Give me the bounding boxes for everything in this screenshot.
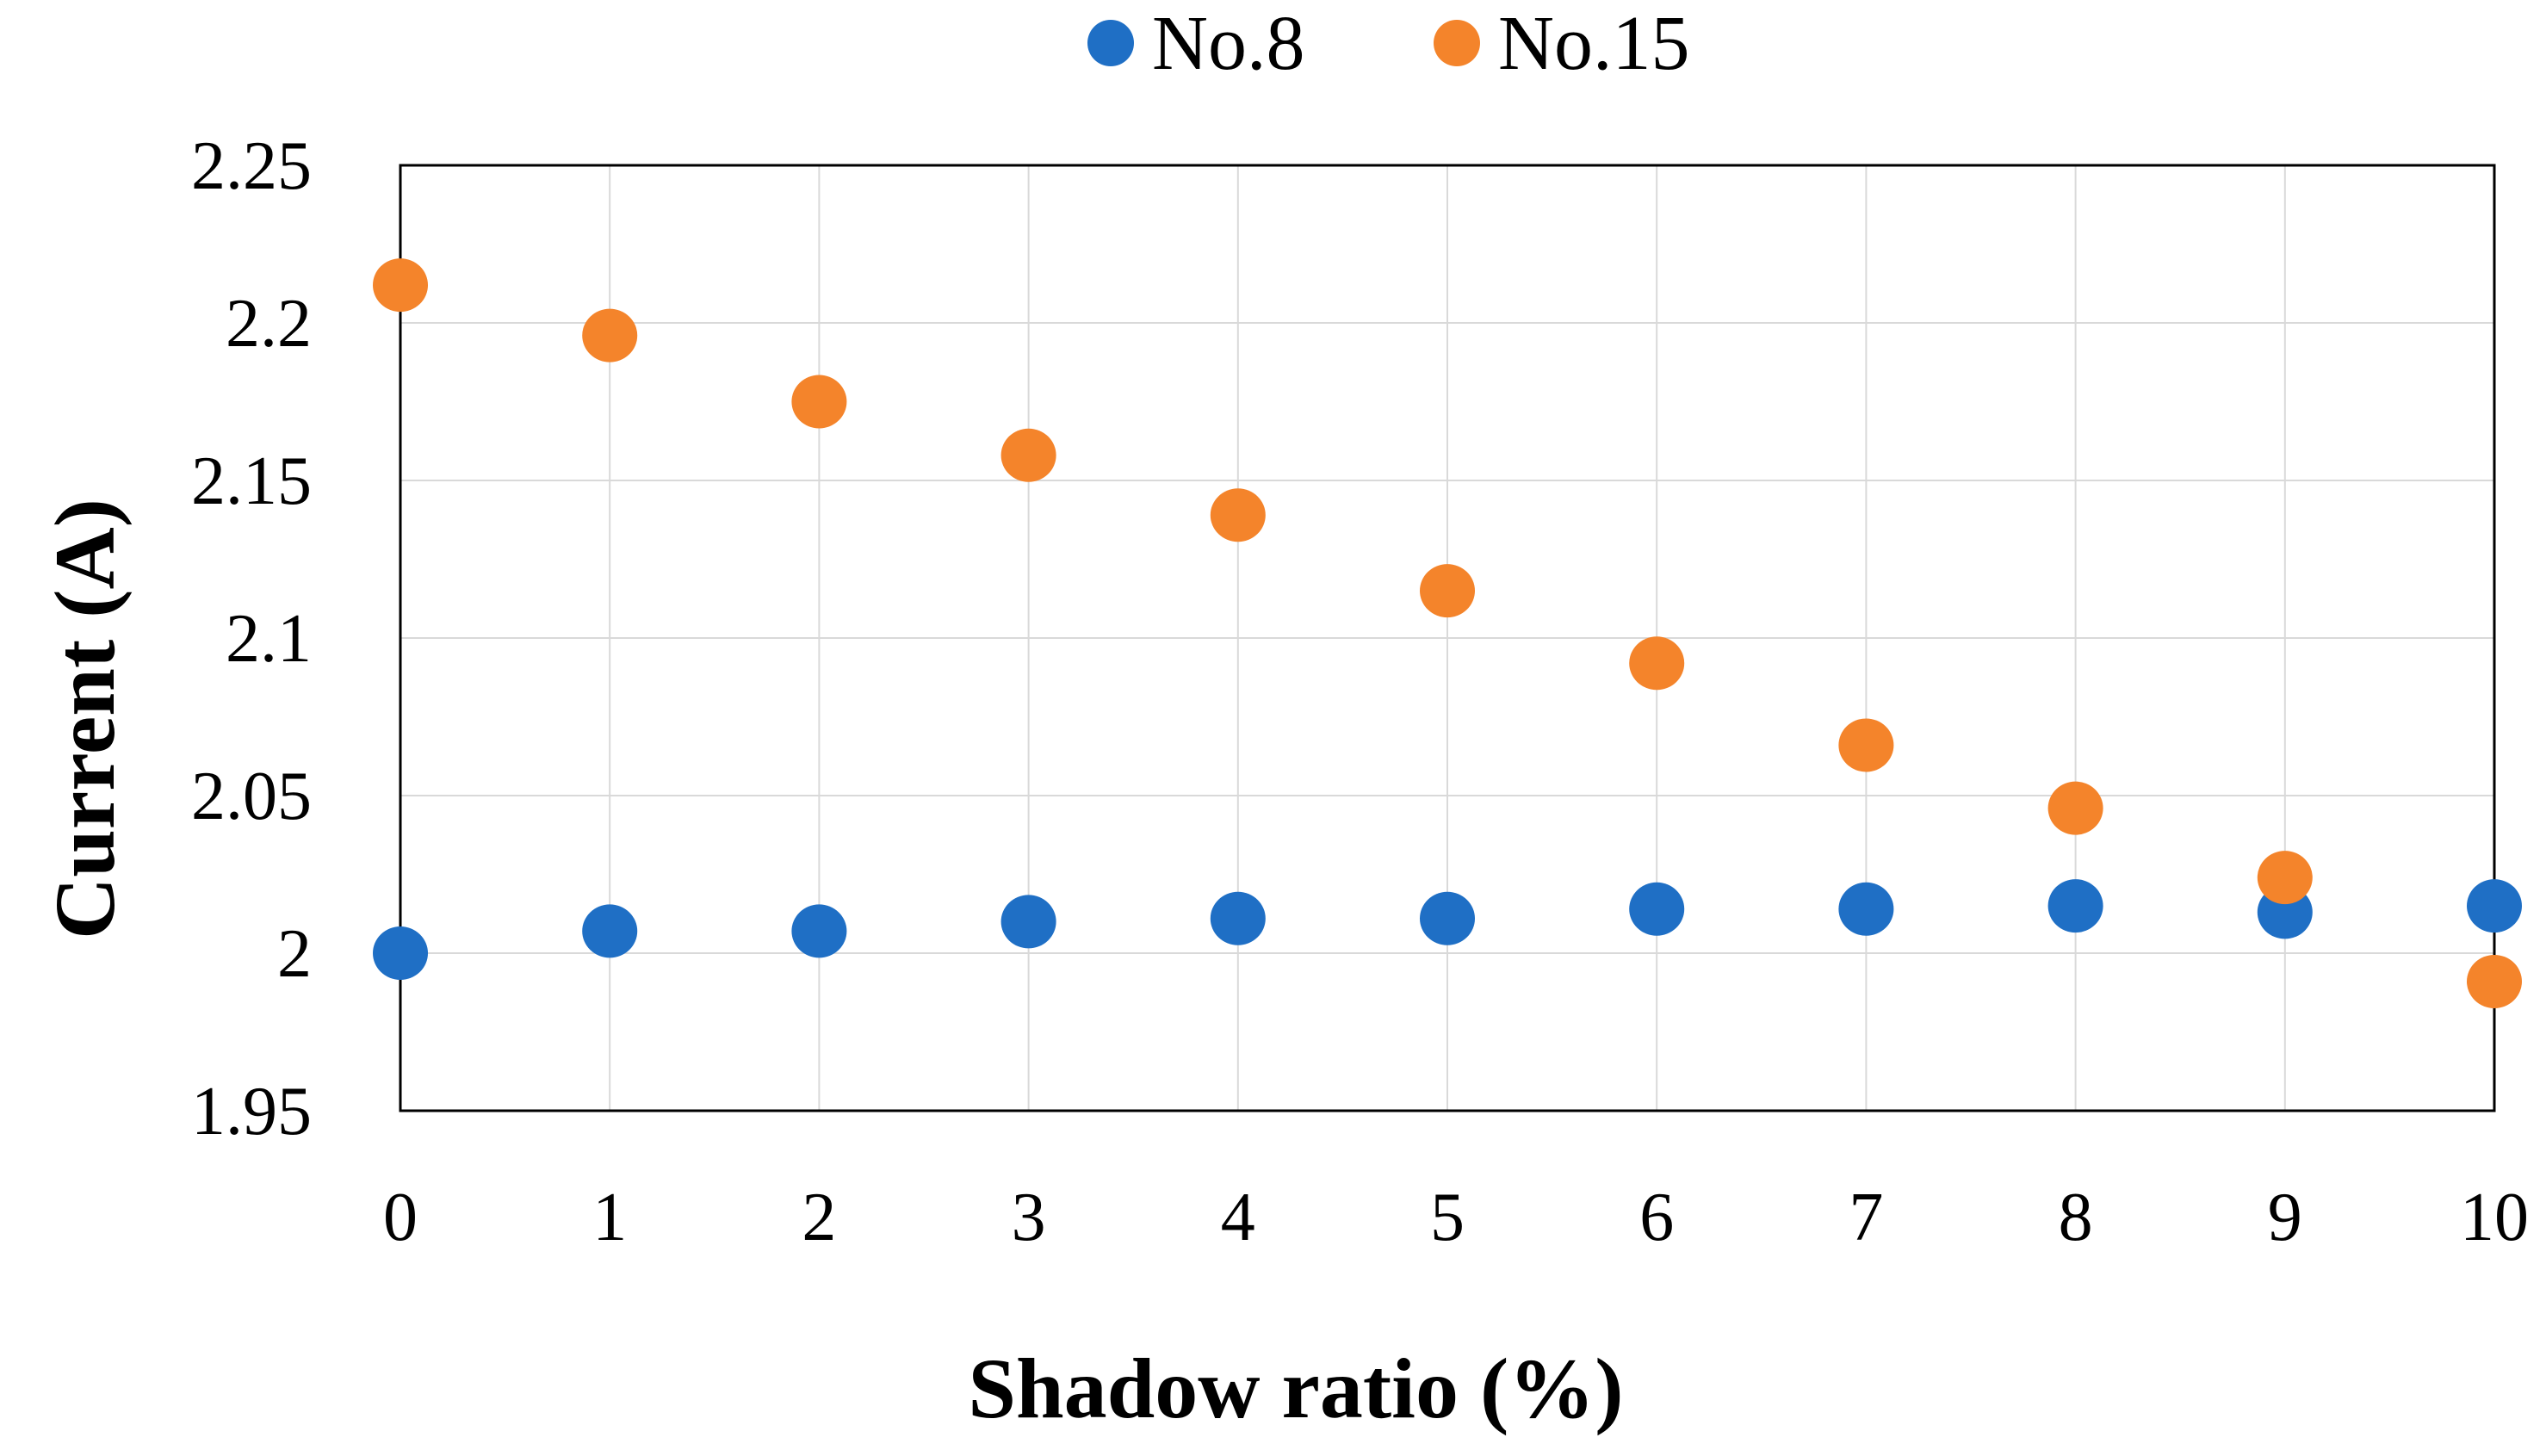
data-point: [791, 904, 847, 958]
y-tick-label: 2.2: [226, 286, 312, 362]
data-point: [2467, 954, 2522, 1008]
y-tick-label: 2.05: [191, 759, 312, 834]
data-point: [791, 375, 847, 429]
legend-label: No.8: [1152, 1, 1305, 86]
x-tick-label: 9: [2268, 1180, 2302, 1255]
y-axis-title: Current (A): [37, 499, 133, 939]
plot-area-border: [399, 164, 2496, 1112]
data-point: [1000, 895, 1056, 949]
x-tick-label: 3: [1012, 1180, 1046, 1255]
x-tick-label: 1: [592, 1180, 627, 1255]
legend-marker: [1434, 20, 1480, 66]
y-tick-label: 1.95: [191, 1074, 312, 1149]
gridlines: [400, 164, 2495, 1112]
data-point: [2047, 879, 2103, 933]
series-no-15: [373, 258, 2522, 1008]
data-point: [2467, 879, 2522, 933]
x-tick-label: 7: [1849, 1180, 1883, 1255]
data-point: [1000, 428, 1056, 482]
y-tick-label: 2.15: [191, 443, 312, 519]
legend-marker: [1087, 20, 1134, 66]
x-tick-label: 8: [2059, 1180, 2093, 1255]
data-point: [1210, 488, 1266, 542]
data-point: [1420, 891, 1475, 945]
x-tick-label: 4: [1221, 1180, 1255, 1255]
data-points: [373, 258, 2522, 1008]
data-point: [1420, 564, 1475, 618]
legend-item: No.15: [1434, 1, 1690, 86]
legend-item: No.8: [1087, 1, 1305, 86]
data-point: [2047, 781, 2103, 835]
x-tick-label: 5: [1430, 1180, 1465, 1255]
data-point: [582, 904, 638, 958]
data-point: [1838, 718, 1894, 772]
y-tick-label: 2.25: [191, 128, 312, 204]
data-point: [373, 258, 428, 313]
x-axis-ticks: 0 1 2 3 4 5 6 7 8 9 10: [383, 1180, 2529, 1255]
data-point: [1629, 636, 1685, 691]
legend-label: No.15: [1498, 1, 1690, 86]
y-tick-label: 2.1: [226, 601, 312, 677]
data-point: [1838, 882, 1894, 936]
x-tick-label: 10: [2460, 1180, 2529, 1255]
data-point: [373, 926, 428, 980]
y-tick-label: 2: [277, 916, 312, 992]
x-tick-label: 2: [802, 1180, 836, 1255]
y-axis-ticks: 2.25 2.2 2.15 2.1 2.05 2 1.95: [191, 128, 312, 1149]
data-point: [582, 308, 638, 362]
data-point: [1629, 882, 1685, 936]
x-tick-label: 6: [1639, 1180, 1674, 1255]
x-axis-title: Shadow ratio (%): [968, 1341, 1623, 1436]
data-point: [2257, 851, 2313, 905]
series-no-8: [373, 879, 2522, 980]
x-tick-label: 0: [383, 1180, 418, 1255]
legend: No.8 No.15: [1087, 1, 1690, 86]
data-point: [1210, 891, 1266, 945]
